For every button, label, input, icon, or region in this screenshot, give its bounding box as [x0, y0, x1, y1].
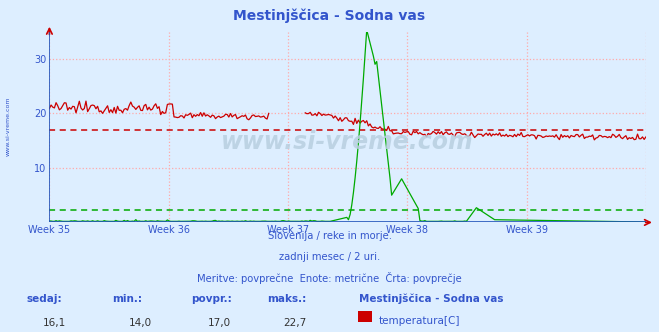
Text: 22,7: 22,7 — [283, 318, 306, 328]
Text: www.si-vreme.com: www.si-vreme.com — [221, 130, 474, 154]
Text: temperatura[C]: temperatura[C] — [379, 316, 461, 326]
Text: Slovenija / reke in morje.: Slovenija / reke in morje. — [268, 231, 391, 241]
Text: www.si-vreme.com: www.si-vreme.com — [5, 96, 11, 156]
Text: povpr.:: povpr.: — [191, 294, 232, 304]
Text: Meritve: povprečne  Enote: metrične  Črta: povprečje: Meritve: povprečne Enote: metrične Črta:… — [197, 272, 462, 284]
Text: maks.:: maks.: — [267, 294, 306, 304]
Text: Mestinjščica - Sodna vas: Mestinjščica - Sodna vas — [233, 8, 426, 23]
Text: 17,0: 17,0 — [208, 318, 231, 328]
Text: zadnji mesec / 2 uri.: zadnji mesec / 2 uri. — [279, 252, 380, 262]
Text: Mestinjščica - Sodna vas: Mestinjščica - Sodna vas — [359, 294, 503, 304]
Text: 16,1: 16,1 — [43, 318, 66, 328]
Text: 14,0: 14,0 — [129, 318, 152, 328]
Text: sedaj:: sedaj: — [26, 294, 62, 304]
Text: min.:: min.: — [112, 294, 142, 304]
